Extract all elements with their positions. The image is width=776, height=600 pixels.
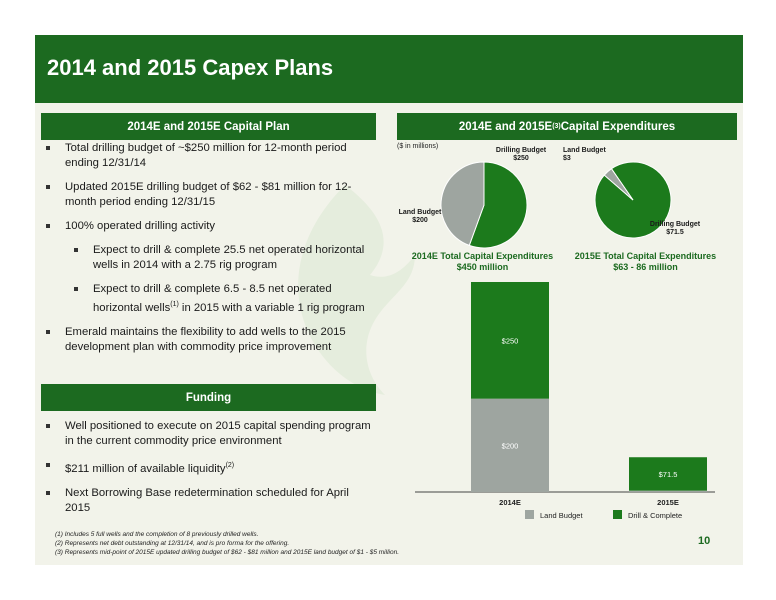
pie2015-drilling-label: Drilling Budget $71.5: [645, 221, 705, 237]
plan-bullet: 100% operated drilling activity: [41, 219, 376, 234]
pie2015-caption-line1: 2015E Total Capital Expenditures: [574, 251, 717, 261]
bar-2015E-land-budget: [629, 490, 707, 492]
legend-swatch: [613, 510, 622, 519]
pie2015-caption-line2: $63 - 86 million: [613, 262, 678, 272]
pie2015-drilling-value: $71.5: [666, 229, 684, 236]
capex-header-text: 2014E and 2015E: [458, 120, 553, 133]
pie2015-land-value: $3: [563, 155, 571, 162]
funding-bullet-text: $211 million of available liquidity: [65, 462, 226, 475]
pie2015-drilling-name: Drilling Budget: [649, 221, 701, 228]
legend-label: Drill & Complete: [628, 511, 682, 520]
pie2014-land-label: Land Budget $200: [395, 209, 445, 225]
pie2015-land-slice: [603, 168, 634, 201]
title-bar: 2014 and 2015 Capex Plans: [35, 35, 743, 103]
pie2014-land-slice: [440, 161, 485, 247]
funding-header: Funding: [41, 384, 376, 411]
pie2014-caption-line1: 2014E Total Capital Expenditures: [411, 251, 554, 261]
page-title: 2014 and 2015 Capex Plans: [47, 55, 334, 80]
pie2014-land-value: $200: [412, 217, 428, 224]
capex-header-sup: (3): [552, 123, 561, 130]
page-number: 10: [698, 535, 711, 547]
funding-bullet: $211 million of available liquidity(2): [41, 458, 376, 477]
funding-bullet-sup: (2): [225, 462, 235, 469]
plan-bullet-text: Expect to drill & complete 6.5 - 8.5 net…: [93, 283, 332, 314]
capital-plan-header: 2014E and 2015E Capital Plan: [41, 113, 376, 140]
pie2014-drilling-slice: [468, 161, 528, 249]
plan-bullet: Emerald maintains the flexibility to add…: [41, 325, 376, 355]
pie2014-land-name: Land Budget: [398, 209, 442, 216]
footnote: (2) Represents net debt outstanding at 1…: [55, 540, 290, 547]
flame-watermark-icon: [298, 185, 415, 395]
pie-2015: [594, 161, 672, 239]
plan-bullet: Updated 2015E drilling budget of $62 - $…: [41, 180, 376, 210]
plan-bullet: Expect to drill & complete 6.5 - 8.5 net…: [41, 282, 376, 316]
plan-bullet: Expect to drill & complete 25.5 net oper…: [41, 243, 376, 273]
funding-bullet: Next Borrowing Base redetermination sche…: [41, 486, 376, 516]
legend-label: Land Budget: [540, 511, 583, 520]
plan-bullet-text-post: in 2015 with a variable 1 rig program: [178, 301, 365, 314]
capex-header: 2014E and 2015E (3) Capital Expenditures: [397, 113, 737, 140]
x-tick-label: 2014E: [499, 498, 521, 507]
plan-bullet-sup: (1): [170, 301, 179, 308]
footnotes: (1) Includes 5 full wells and the comple…: [55, 530, 399, 557]
capital-plan-list: Total drilling budget of ~$250 million f…: [41, 141, 376, 364]
slide: 2014 and 2015 Capex Plans 2014E and 2015…: [35, 35, 743, 565]
funding-bullet: Well positioned to execute on 2015 capit…: [41, 419, 376, 449]
bar-2014E-drill-complete: [471, 282, 549, 399]
pie-2014: [440, 161, 528, 249]
bar-2015E-drill-complete: [629, 457, 707, 491]
bar-value-label: $200: [502, 441, 519, 450]
legend-swatch: [525, 510, 534, 519]
capex-header-text-post: Capital Expenditures: [560, 120, 676, 133]
x-tick-label: 2015E: [657, 498, 679, 507]
funding-list: Well positioned to execute on 2015 capit…: [41, 419, 376, 525]
bar-2014E-land-budget: [471, 398, 549, 492]
pie2014-drilling-label: Drilling Budget $250: [491, 147, 551, 163]
pie2015-land-label: Land Budget $3: [563, 147, 613, 163]
plan-bullet: Total drilling budget of ~$250 million f…: [41, 141, 376, 171]
pie2014-drilling-value: $250: [513, 155, 529, 162]
pie2014-caption: 2014E Total Capital Expenditures $450 mi…: [405, 251, 560, 273]
footnote: (1) Includes 5 full wells and the comple…: [55, 531, 259, 538]
bar-value-label: $71.5: [659, 470, 678, 479]
footnote: (3) Represents mid-point of 2015E update…: [55, 549, 399, 556]
pie2015-land-name: Land Budget: [563, 147, 606, 154]
units-label: ($ in millions): [397, 143, 439, 150]
pie2014-caption-line2: $450 million: [456, 262, 509, 272]
pie2014-drilling-name: Drilling Budget: [495, 147, 547, 154]
pie2015-caption: 2015E Total Capital Expenditures $63 - 8…: [563, 251, 728, 273]
bar-value-label: $250: [502, 336, 519, 345]
